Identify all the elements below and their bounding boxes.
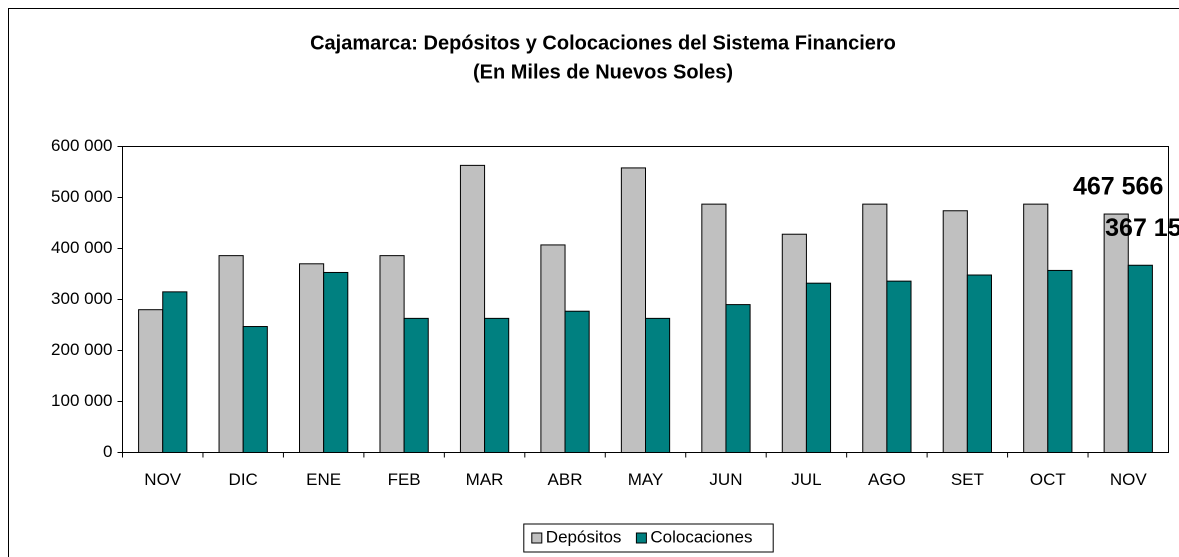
bar — [1103, 213, 1129, 453]
bar — [564, 310, 590, 454]
legend-label: Depósitos — [546, 527, 622, 546]
chart-title: Cajamarca: Depósitos y Colocaciones del … — [310, 32, 896, 54]
y-tick-label: 300 000 — [51, 289, 112, 308]
bar — [138, 309, 164, 454]
data-label: 367 150 — [1105, 214, 1179, 242]
bar — [540, 244, 566, 453]
bar — [1023, 203, 1049, 453]
data-label: 467 566 — [1073, 173, 1163, 201]
bar — [218, 255, 244, 453]
x-tick-label: SET — [951, 470, 984, 489]
x-tick-label: NOV — [144, 470, 182, 489]
bar — [162, 291, 188, 453]
bar — [701, 203, 727, 453]
bar — [645, 317, 671, 453]
bar — [805, 282, 832, 453]
x-tick-label: JUN — [709, 470, 742, 489]
y-tick-label: 400 000 — [51, 238, 112, 257]
x-tick-label: MAY — [628, 470, 664, 489]
x-tick-label: ABR — [548, 470, 583, 489]
x-tick-label: DIC — [229, 470, 258, 489]
legend-box — [523, 523, 774, 553]
y-tick-label: 100 000 — [51, 391, 112, 410]
bar — [725, 304, 751, 453]
y-tick-label: 200 000 — [51, 340, 112, 359]
chart-subtitle: (En Miles de Nuevos Soles) — [473, 61, 733, 83]
bar — [323, 271, 349, 453]
x-tick-label: ENE — [306, 470, 341, 489]
bar — [886, 280, 912, 454]
bar — [299, 263, 325, 453]
bar — [484, 317, 510, 453]
bar — [966, 274, 992, 453]
x-tick-label: JUL — [791, 470, 821, 489]
bar — [459, 164, 486, 453]
bar — [379, 255, 405, 453]
bar — [781, 233, 807, 453]
y-tick-label: 500 000 — [51, 187, 112, 206]
bar — [620, 167, 646, 453]
bar — [403, 317, 429, 453]
bar — [862, 203, 888, 453]
x-tick-label: OCT — [1030, 470, 1066, 489]
y-tick-label: 0 — [103, 442, 112, 461]
legend-label: Colocaciones — [650, 527, 752, 546]
bar — [242, 326, 268, 453]
bar — [1127, 264, 1153, 454]
x-tick-label: MAR — [466, 470, 504, 489]
x-tick-label: FEB — [388, 470, 421, 489]
legend-swatch — [531, 532, 543, 544]
y-tick-label: 600 000 — [51, 136, 112, 155]
legend-swatch — [635, 532, 647, 544]
bar — [1047, 269, 1073, 453]
x-tick-label: AGO — [868, 470, 906, 489]
bar — [942, 210, 968, 453]
x-tick-label: NOV — [1110, 470, 1148, 489]
